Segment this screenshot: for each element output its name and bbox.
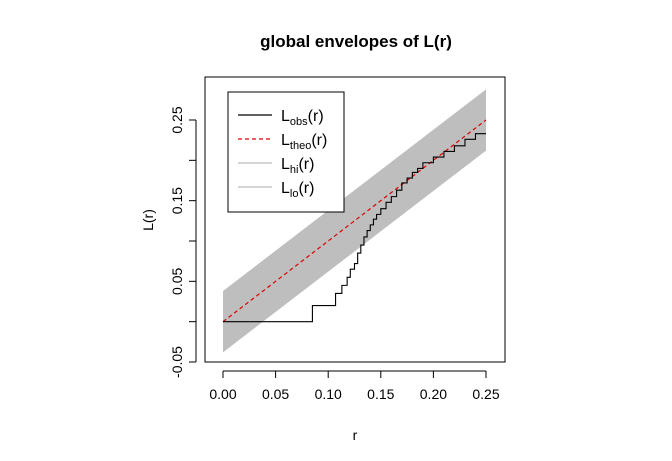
series-line-theo	[222, 119, 487, 323]
y-tick-label: 0.15	[169, 187, 185, 214]
legend-label: Ltheo(r)	[281, 132, 327, 152]
legend-label: Lobs(r)	[281, 108, 324, 128]
chart-title: global envelopes of L(r)	[260, 32, 452, 51]
x-tick-label: 0.25	[472, 386, 499, 402]
x-tick-label: 0.05	[262, 386, 289, 402]
envelope-band	[223, 89, 486, 353]
envelope-polygon	[223, 89, 486, 353]
x-axis: 0.00 0.05 0.10 0.15 0.20 0.25	[209, 370, 500, 402]
legend-box	[227, 91, 345, 213]
series-layer	[222, 119, 487, 323]
x-tick-label: 0.15	[367, 386, 394, 402]
y-tick-label: 0.05	[169, 267, 185, 294]
y-axis-label: L(r)	[140, 209, 156, 231]
plot-frame	[204, 76, 506, 363]
y-tick-label: 0.25	[169, 106, 185, 133]
y-axis: -0.05 0.05 0.15 0.25	[169, 106, 197, 378]
legend-label: Llo(r)	[281, 180, 314, 200]
x-axis-label: r	[353, 427, 358, 443]
legend: Lobs(r) Ltheo(r) Lhi(r) Llo(r)	[227, 91, 345, 213]
y-tick-label: -0.05	[169, 346, 185, 378]
legend-label: Lhi(r)	[281, 156, 314, 176]
series-line-obs	[223, 133, 486, 323]
x-tick-label: 0.00	[209, 386, 236, 402]
x-tick-label: 0.20	[420, 386, 447, 402]
x-tick-label: 0.10	[315, 386, 342, 402]
